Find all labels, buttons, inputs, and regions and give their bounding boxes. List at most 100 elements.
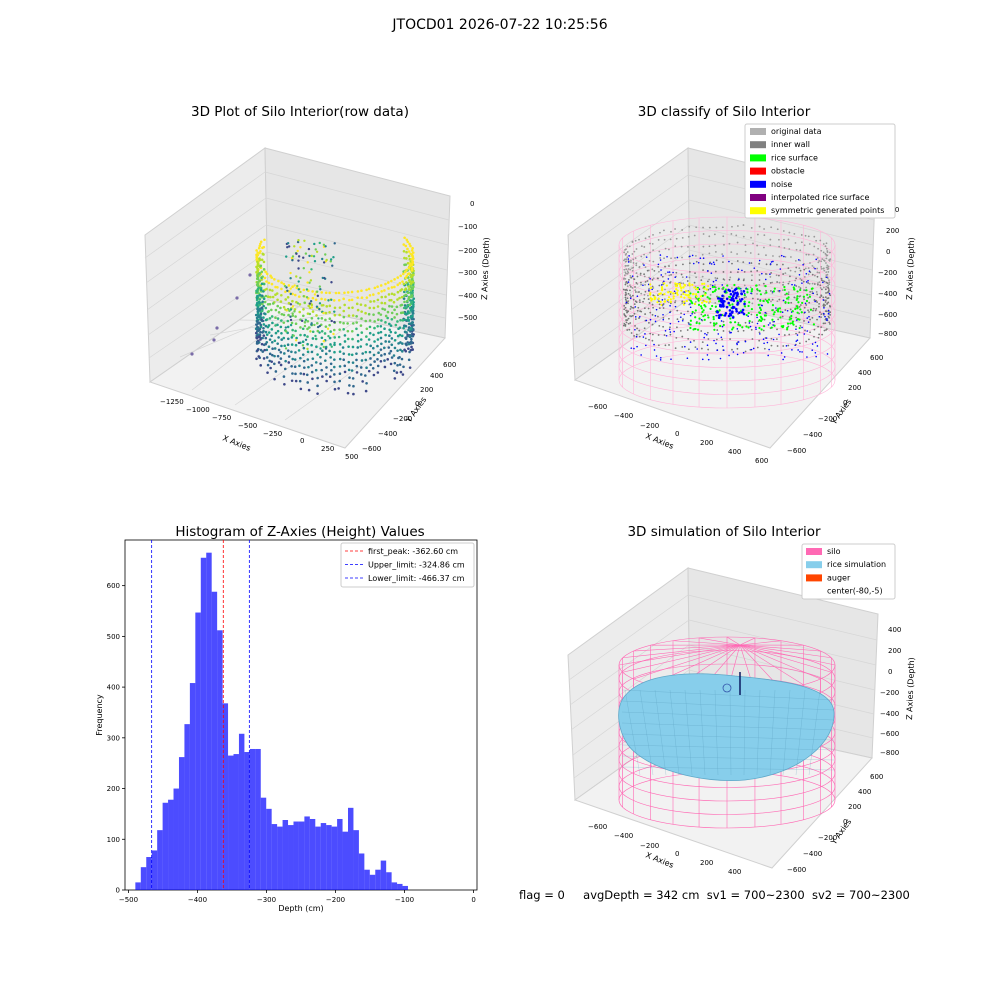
noise-point	[767, 354, 769, 357]
raw-point	[337, 298, 341, 302]
noise-point	[659, 356, 662, 359]
simulation-panel: 3D simulation of Silo Interior −600 −400	[567, 524, 916, 876]
symmetric-point	[675, 285, 678, 288]
raw-point	[409, 282, 413, 285]
rice-surface-point	[737, 323, 740, 326]
raw-point	[320, 342, 324, 346]
wall-point	[826, 266, 829, 269]
mesh-line	[621, 689, 835, 701]
symmetric-point	[688, 282, 691, 285]
symmetric-point	[661, 287, 664, 290]
raw-point	[333, 343, 336, 347]
noise-point	[667, 271, 669, 273]
raw-point	[329, 258, 333, 261]
noise-point	[668, 271, 671, 273]
wall-point	[634, 289, 637, 292]
symmetric-point	[683, 296, 686, 299]
raw-point	[256, 341, 260, 345]
noise-point	[732, 351, 735, 353]
wall-point	[798, 306, 801, 308]
wall-point	[769, 276, 772, 278]
raw-point	[373, 320, 376, 323]
wall-point	[728, 330, 731, 333]
raw-point	[260, 258, 264, 262]
wall-point	[800, 241, 803, 244]
raw-point	[322, 345, 326, 349]
raw-point	[318, 241, 321, 245]
wall-point	[829, 314, 832, 316]
wall-point	[749, 252, 752, 254]
raw-point	[273, 377, 276, 381]
rice-surface-point	[759, 319, 763, 323]
noise-point	[727, 301, 731, 305]
wall-point	[648, 287, 651, 290]
rice-surface-point	[808, 295, 812, 298]
wall-point	[632, 298, 635, 301]
symmetric-point	[665, 284, 668, 287]
raw-point	[411, 251, 415, 254]
wall-point	[807, 273, 810, 276]
wall-point	[627, 300, 630, 302]
raw-point	[376, 325, 379, 328]
wall-point	[828, 283, 831, 286]
noise-point	[735, 307, 738, 311]
wall-point	[646, 280, 649, 282]
raw-point	[258, 257, 261, 260]
wall-point	[812, 307, 815, 310]
wall-point	[664, 288, 666, 291]
raw-point	[297, 295, 301, 298]
raw-point	[405, 281, 408, 284]
simulation-panel-title: 3D simulation of Silo Interior	[627, 524, 821, 540]
raw-point	[310, 306, 314, 309]
flag-value: flag = 0	[519, 888, 565, 902]
raw-point	[393, 377, 397, 380]
raw-point	[296, 284, 299, 288]
raw-point	[351, 306, 354, 309]
wall-point	[809, 318, 811, 321]
wall-point	[820, 279, 823, 282]
wall-point	[702, 269, 705, 272]
cls-xtick-1: −400	[614, 412, 633, 420]
raw-point	[332, 365, 336, 369]
raw-point	[407, 278, 411, 282]
wall-point	[728, 278, 731, 281]
wall-point	[681, 229, 684, 231]
wall-point	[694, 301, 697, 303]
noise-point	[799, 350, 801, 353]
wall-point	[783, 238, 785, 241]
wall-point	[658, 307, 661, 310]
noise-point	[721, 294, 724, 298]
raw-point	[407, 287, 411, 291]
sim-ztick-4: −400	[880, 710, 899, 718]
silo-roof-rib	[739, 644, 832, 659]
histogram-bar	[397, 883, 403, 890]
raw-point	[346, 337, 350, 341]
rice-surface-point	[706, 296, 709, 299]
noise-point	[710, 272, 713, 274]
wall-point	[634, 286, 636, 288]
wall-point	[817, 336, 820, 339]
noise-point	[723, 314, 727, 317]
noise-point	[715, 342, 717, 345]
symmetric-point	[683, 284, 687, 287]
wall-point	[829, 323, 831, 325]
rice-surface-point	[711, 304, 714, 308]
noise-point	[659, 359, 662, 361]
wall-point	[808, 293, 811, 296]
wall-point	[731, 262, 733, 265]
raw-point	[388, 334, 391, 338]
noise-point	[823, 312, 825, 315]
raw-point	[338, 365, 342, 368]
noise-point	[806, 330, 809, 332]
wall-point	[824, 318, 827, 321]
raw-point	[316, 294, 320, 298]
noise-point	[721, 325, 724, 328]
wall-point	[681, 335, 684, 338]
wall-point	[820, 316, 822, 318]
raw-point	[403, 312, 407, 316]
noise-point	[756, 322, 759, 325]
wall-point	[825, 247, 828, 250]
noise-point	[660, 269, 662, 271]
wall-point	[794, 259, 797, 262]
noise-point	[758, 259, 761, 262]
